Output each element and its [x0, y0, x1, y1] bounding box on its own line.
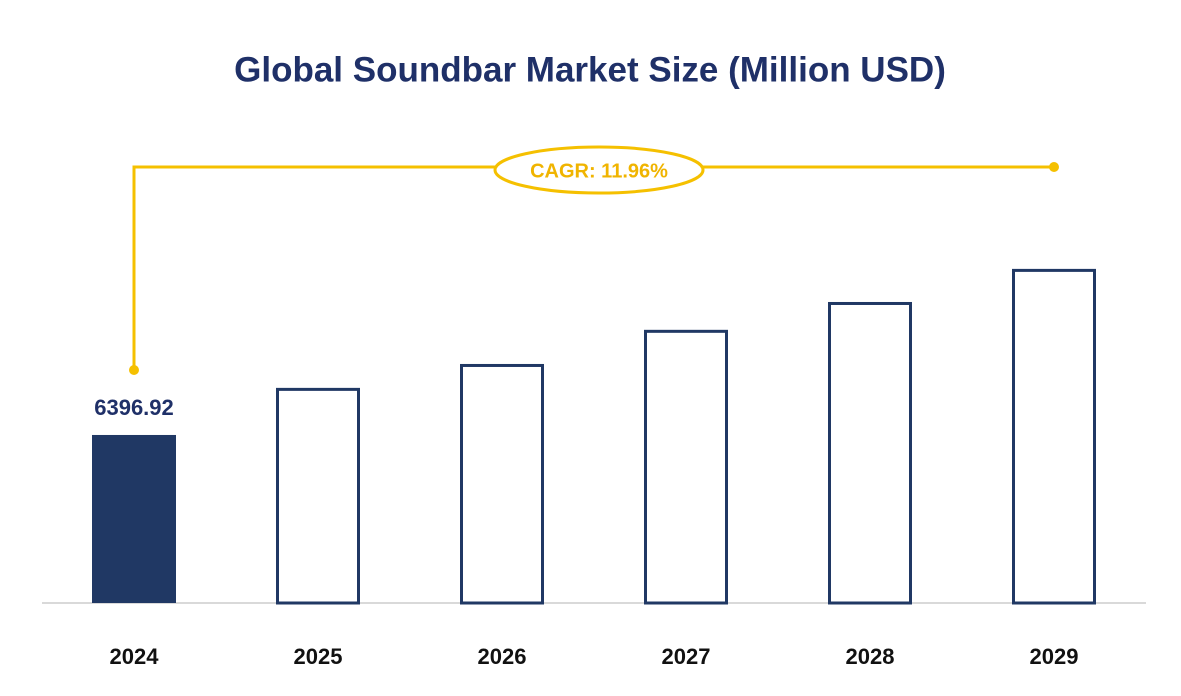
cagr-bracket: CAGR: 11.96% [129, 145, 1059, 375]
bar [276, 387, 360, 605]
chart-title: Global Soundbar Market Size (Million USD… [234, 50, 946, 89]
cagr-label: CAGR: 11.96% [530, 160, 668, 182]
x-tick-label: 2024 [110, 644, 160, 669]
x-tick-label: 2027 [662, 644, 711, 669]
x-tick-label: 2028 [846, 644, 895, 669]
cagr-line [132, 165, 1054, 370]
bar [828, 301, 912, 605]
value-label: 6396.92 [94, 395, 174, 420]
cagr-dot [1049, 162, 1059, 172]
x-tick-label: 2029 [1030, 644, 1079, 669]
cagr-dot [129, 365, 139, 375]
x-tick-label: 2026 [478, 644, 527, 669]
bar [644, 329, 728, 605]
bar [1012, 268, 1096, 605]
cagr-badge [493, 145, 705, 195]
bar [92, 434, 176, 603]
bar [460, 363, 544, 605]
x-tick-label: 2025 [294, 644, 343, 669]
